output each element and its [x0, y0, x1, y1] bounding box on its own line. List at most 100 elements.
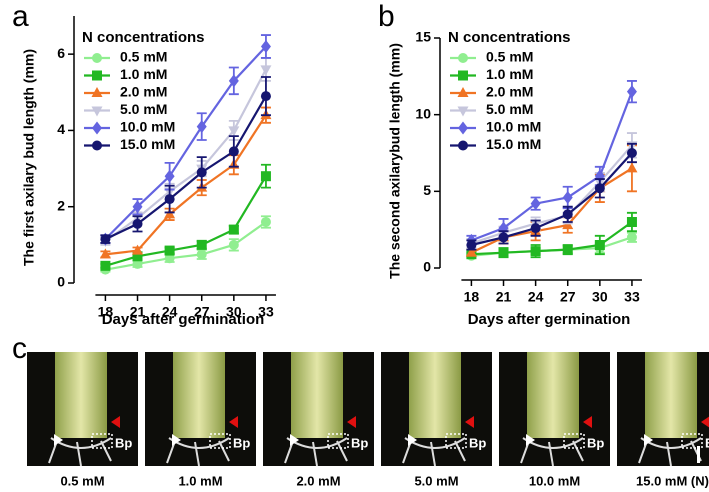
marker	[228, 239, 239, 250]
bp-label: Bp	[351, 435, 368, 450]
marker	[100, 234, 111, 245]
photo-panel: Bp	[617, 352, 709, 467]
photo-panel: Bp	[145, 352, 256, 467]
roots	[166, 437, 230, 467]
series-line	[105, 221, 267, 271]
marker	[132, 258, 143, 269]
marker	[562, 209, 573, 220]
stalk	[645, 352, 697, 438]
series-line	[104, 45, 267, 240]
x-tick-label: 30	[592, 289, 608, 305]
photo-label: 15.0 mM (N)	[636, 473, 709, 488]
red-arrow	[229, 416, 238, 428]
scale-bar	[697, 446, 700, 463]
photo-panel: Bp	[263, 352, 374, 467]
x-tick-label: 24	[162, 304, 178, 320]
x-tick-label: 30	[226, 304, 242, 320]
x-tick-label: 21	[496, 289, 512, 305]
marker	[164, 169, 175, 183]
photo-panel: Bp	[381, 352, 492, 467]
bp-label: Bp	[705, 435, 709, 450]
marker	[530, 223, 541, 234]
marker	[99, 248, 111, 259]
stalk	[291, 352, 343, 438]
white-arrow	[408, 434, 417, 446]
marker	[626, 162, 638, 173]
red-arrow	[347, 416, 356, 428]
marker	[228, 146, 239, 157]
white-arrow	[526, 434, 535, 446]
series-line	[470, 167, 633, 254]
legend-title: N concentrations	[82, 29, 205, 46]
roots	[48, 437, 112, 467]
marker	[457, 87, 469, 97]
marker	[260, 40, 271, 54]
series-line	[105, 175, 267, 267]
legend-label: 0.5 mM	[120, 49, 167, 65]
white-arrow	[54, 434, 63, 446]
marker	[260, 91, 271, 102]
marker	[458, 53, 468, 63]
marker	[228, 74, 239, 88]
marker	[92, 70, 102, 81]
x-tick-label: 21	[130, 304, 146, 320]
bp-box	[563, 433, 585, 449]
y-tick-label: 15	[415, 29, 431, 45]
roots	[284, 437, 348, 467]
marker	[91, 106, 103, 117]
panel-letter: a	[12, 0, 29, 33]
marker	[626, 232, 637, 243]
marker	[228, 224, 239, 235]
bp-box	[91, 433, 113, 449]
marker	[498, 232, 509, 243]
legend-label: 5.0 mM	[120, 101, 167, 117]
legend-label: 10.0 mM	[120, 119, 175, 135]
series-line	[471, 144, 633, 245]
photo-label: 1.0 mM	[178, 473, 222, 488]
legend-label: 1.0 mM	[120, 66, 167, 82]
marker	[530, 197, 541, 211]
x-tick-label: 18	[98, 304, 114, 320]
marker	[466, 240, 477, 250]
white-arrow	[290, 434, 299, 446]
marker	[457, 106, 469, 117]
marker	[260, 65, 272, 76]
legend-label: 10.0 mM	[486, 119, 541, 135]
marker	[260, 216, 271, 227]
stalk	[527, 352, 579, 438]
stalk	[173, 352, 225, 438]
y-tick-label: 10	[415, 105, 431, 121]
x-tick-label: 24	[528, 289, 544, 305]
marker	[164, 245, 175, 256]
bp-box	[209, 433, 231, 449]
bp-box	[681, 433, 703, 449]
marker	[626, 85, 637, 99]
legend-label: 5.0 mM	[486, 101, 533, 117]
y-tick-label: 2	[57, 197, 65, 213]
marker	[196, 239, 207, 250]
series-line	[471, 221, 633, 256]
red-arrow	[465, 416, 474, 428]
y-tick-label: 5	[423, 182, 431, 198]
panel-letter: b	[378, 0, 395, 33]
marker	[498, 247, 509, 258]
red-arrow	[583, 416, 592, 428]
x-tick-label: 33	[624, 289, 640, 305]
roots	[402, 437, 466, 467]
photo-panel: Bp	[499, 352, 610, 467]
marker	[594, 183, 605, 194]
roots	[520, 437, 584, 467]
marker	[92, 53, 102, 63]
marker	[458, 70, 468, 81]
marker	[92, 121, 102, 135]
photo-label: 5.0 mM	[414, 473, 458, 488]
legend-label: 0.5 mM	[486, 49, 533, 65]
marker	[562, 244, 573, 255]
y-axis-label: The second axilarybud length (mm)	[387, 43, 403, 279]
legend-label: 15.0 mM	[486, 136, 541, 152]
marker	[458, 140, 468, 151]
marker	[91, 87, 103, 97]
legend-label: 2.0 mM	[486, 84, 533, 100]
marker	[465, 246, 477, 257]
y-tick-label: 0	[57, 274, 65, 290]
